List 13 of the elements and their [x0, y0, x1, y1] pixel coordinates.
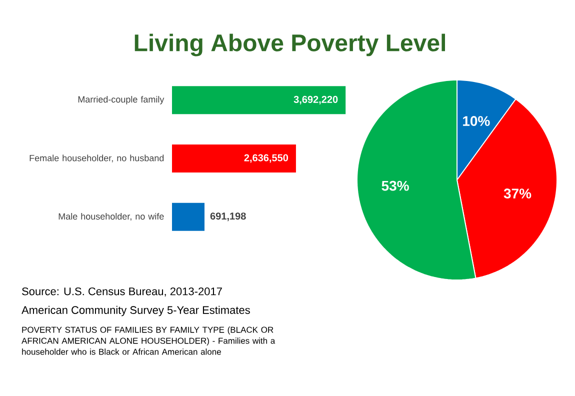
text: POVERTY STATUS OF FAMILIES BY FAMILY TYPE (BLACK OR AFRICAN AMERICAN ALONE HOUSEHOLDER) - Families with a householder who is Black or African American alone [22, 326, 276, 355]
source-note: Source: U.S. Census Bureau, 2013-2017 [22, 287, 222, 297]
data-label: 2,636,550 [244, 154, 288, 163]
data-label: 53% [382, 180, 409, 191]
text: American Community Survey 5-Year Estimates [22, 306, 250, 316]
y-tick-label: Female householder, no husband [30, 154, 164, 162]
y-tick-label: Male householder, no wife [58, 212, 164, 221]
y-tick-label: Married-couple family [78, 96, 164, 104]
data-label: 10% [463, 116, 490, 126]
data-label: 3,692,220 [294, 96, 338, 104]
data-label: 37% [504, 188, 532, 198]
chart-title: Living Above Poverty Level [134, 34, 446, 56]
data-label: 691,198 [210, 212, 246, 222]
